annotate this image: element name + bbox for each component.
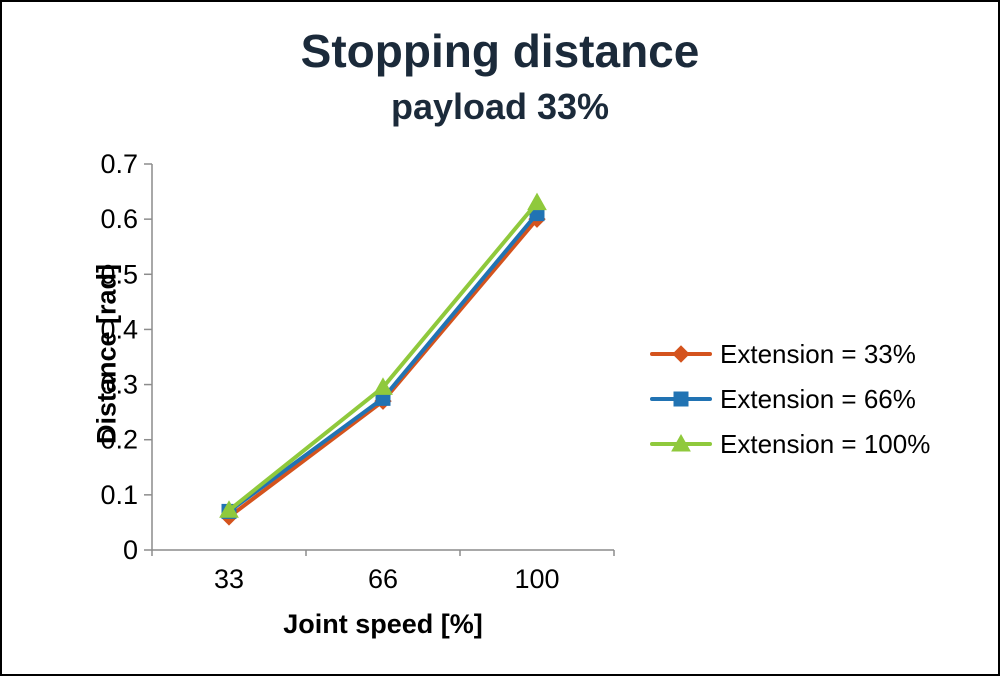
- svg-text:0.2: 0.2: [100, 425, 138, 455]
- chart-subtitle: payload 33%: [390, 86, 610, 127]
- legend-marker-diamond-icon: [650, 345, 712, 363]
- svg-text:0: 0: [123, 535, 138, 565]
- legend-marker-triangle-icon: [650, 433, 712, 452]
- svg-text:100: 100: [514, 564, 559, 594]
- svg-text:33: 33: [214, 564, 244, 594]
- legend-label: Extension = 66%: [720, 383, 916, 414]
- svg-text:0.5: 0.5: [100, 259, 138, 289]
- legend-item: Extension = 100%: [650, 426, 930, 462]
- legend-item: Extension = 66%: [650, 381, 930, 417]
- svg-text:0.3: 0.3: [100, 370, 138, 400]
- svg-text:0.7: 0.7: [100, 149, 138, 179]
- svg-text:0.1: 0.1: [100, 480, 138, 510]
- svg-text:0.6: 0.6: [100, 204, 138, 234]
- legend-label: Extension = 100%: [720, 428, 931, 459]
- y-axis-label: Distance [rad]: [91, 263, 122, 445]
- chart-title: Stopping distance: [300, 25, 700, 77]
- legend-label: Extension = 33%: [720, 338, 916, 369]
- legend: Extension = 33% Extension = 66% Extensio…: [650, 336, 930, 462]
- x-axis-label: Joint speed [%]: [283, 609, 483, 639]
- legend-marker-square-icon: [650, 391, 712, 407]
- svg-text:0.4: 0.4: [100, 314, 138, 344]
- legend-item: Extension = 33%: [650, 336, 930, 372]
- svg-text:66: 66: [368, 564, 398, 594]
